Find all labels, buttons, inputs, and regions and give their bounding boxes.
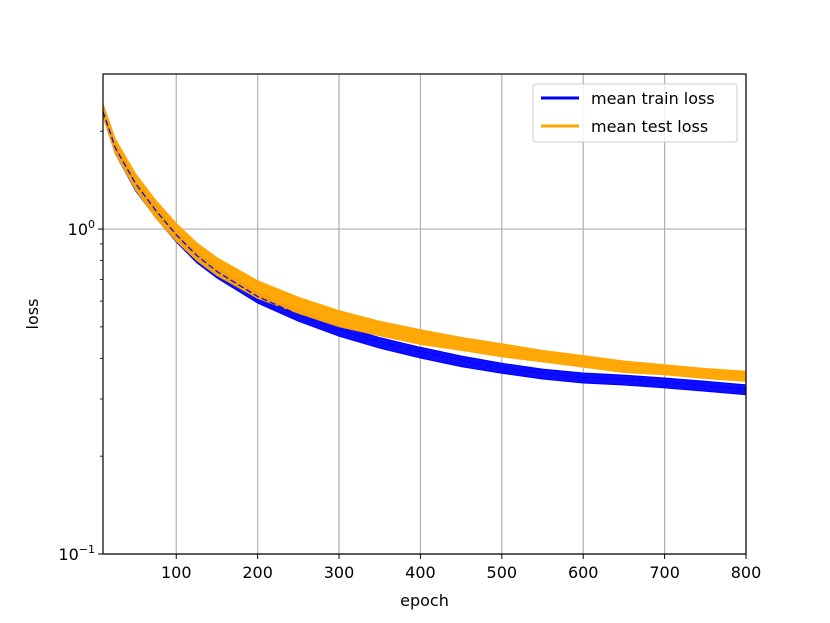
series-line-test	[102, 106, 747, 375]
x-tick-label: 100	[161, 563, 192, 582]
legend-box	[532, 83, 738, 143]
legend-label-train: mean train loss	[591, 89, 715, 108]
grid	[103, 74, 747, 555]
y-tick-label: 10−1	[58, 543, 95, 564]
x-axis-title: epoch	[400, 591, 449, 610]
legend-label-test: mean test loss	[591, 117, 708, 136]
axis-ticks: 100 200 300 400 500 600 700 800 100 10−1	[58, 130, 762, 582]
x-tick-label: 400	[405, 563, 436, 582]
series-lines	[102, 106, 747, 390]
x-tick-label: 200	[242, 563, 273, 582]
x-tick-label: 300	[324, 563, 355, 582]
x-tick-label: 800	[731, 563, 762, 582]
legend: mean train loss mean test loss	[532, 83, 738, 143]
series-bands	[102, 103, 747, 396]
plot-frame	[102, 73, 747, 555]
x-tick-label: 600	[568, 563, 599, 582]
series-line-train	[102, 111, 747, 390]
x-tick-label: 500	[487, 563, 518, 582]
y-axis-title: loss	[23, 299, 42, 330]
series-band-test	[102, 103, 747, 382]
x-tick-label: 700	[649, 563, 680, 582]
y-tick-label: 100	[68, 218, 95, 239]
